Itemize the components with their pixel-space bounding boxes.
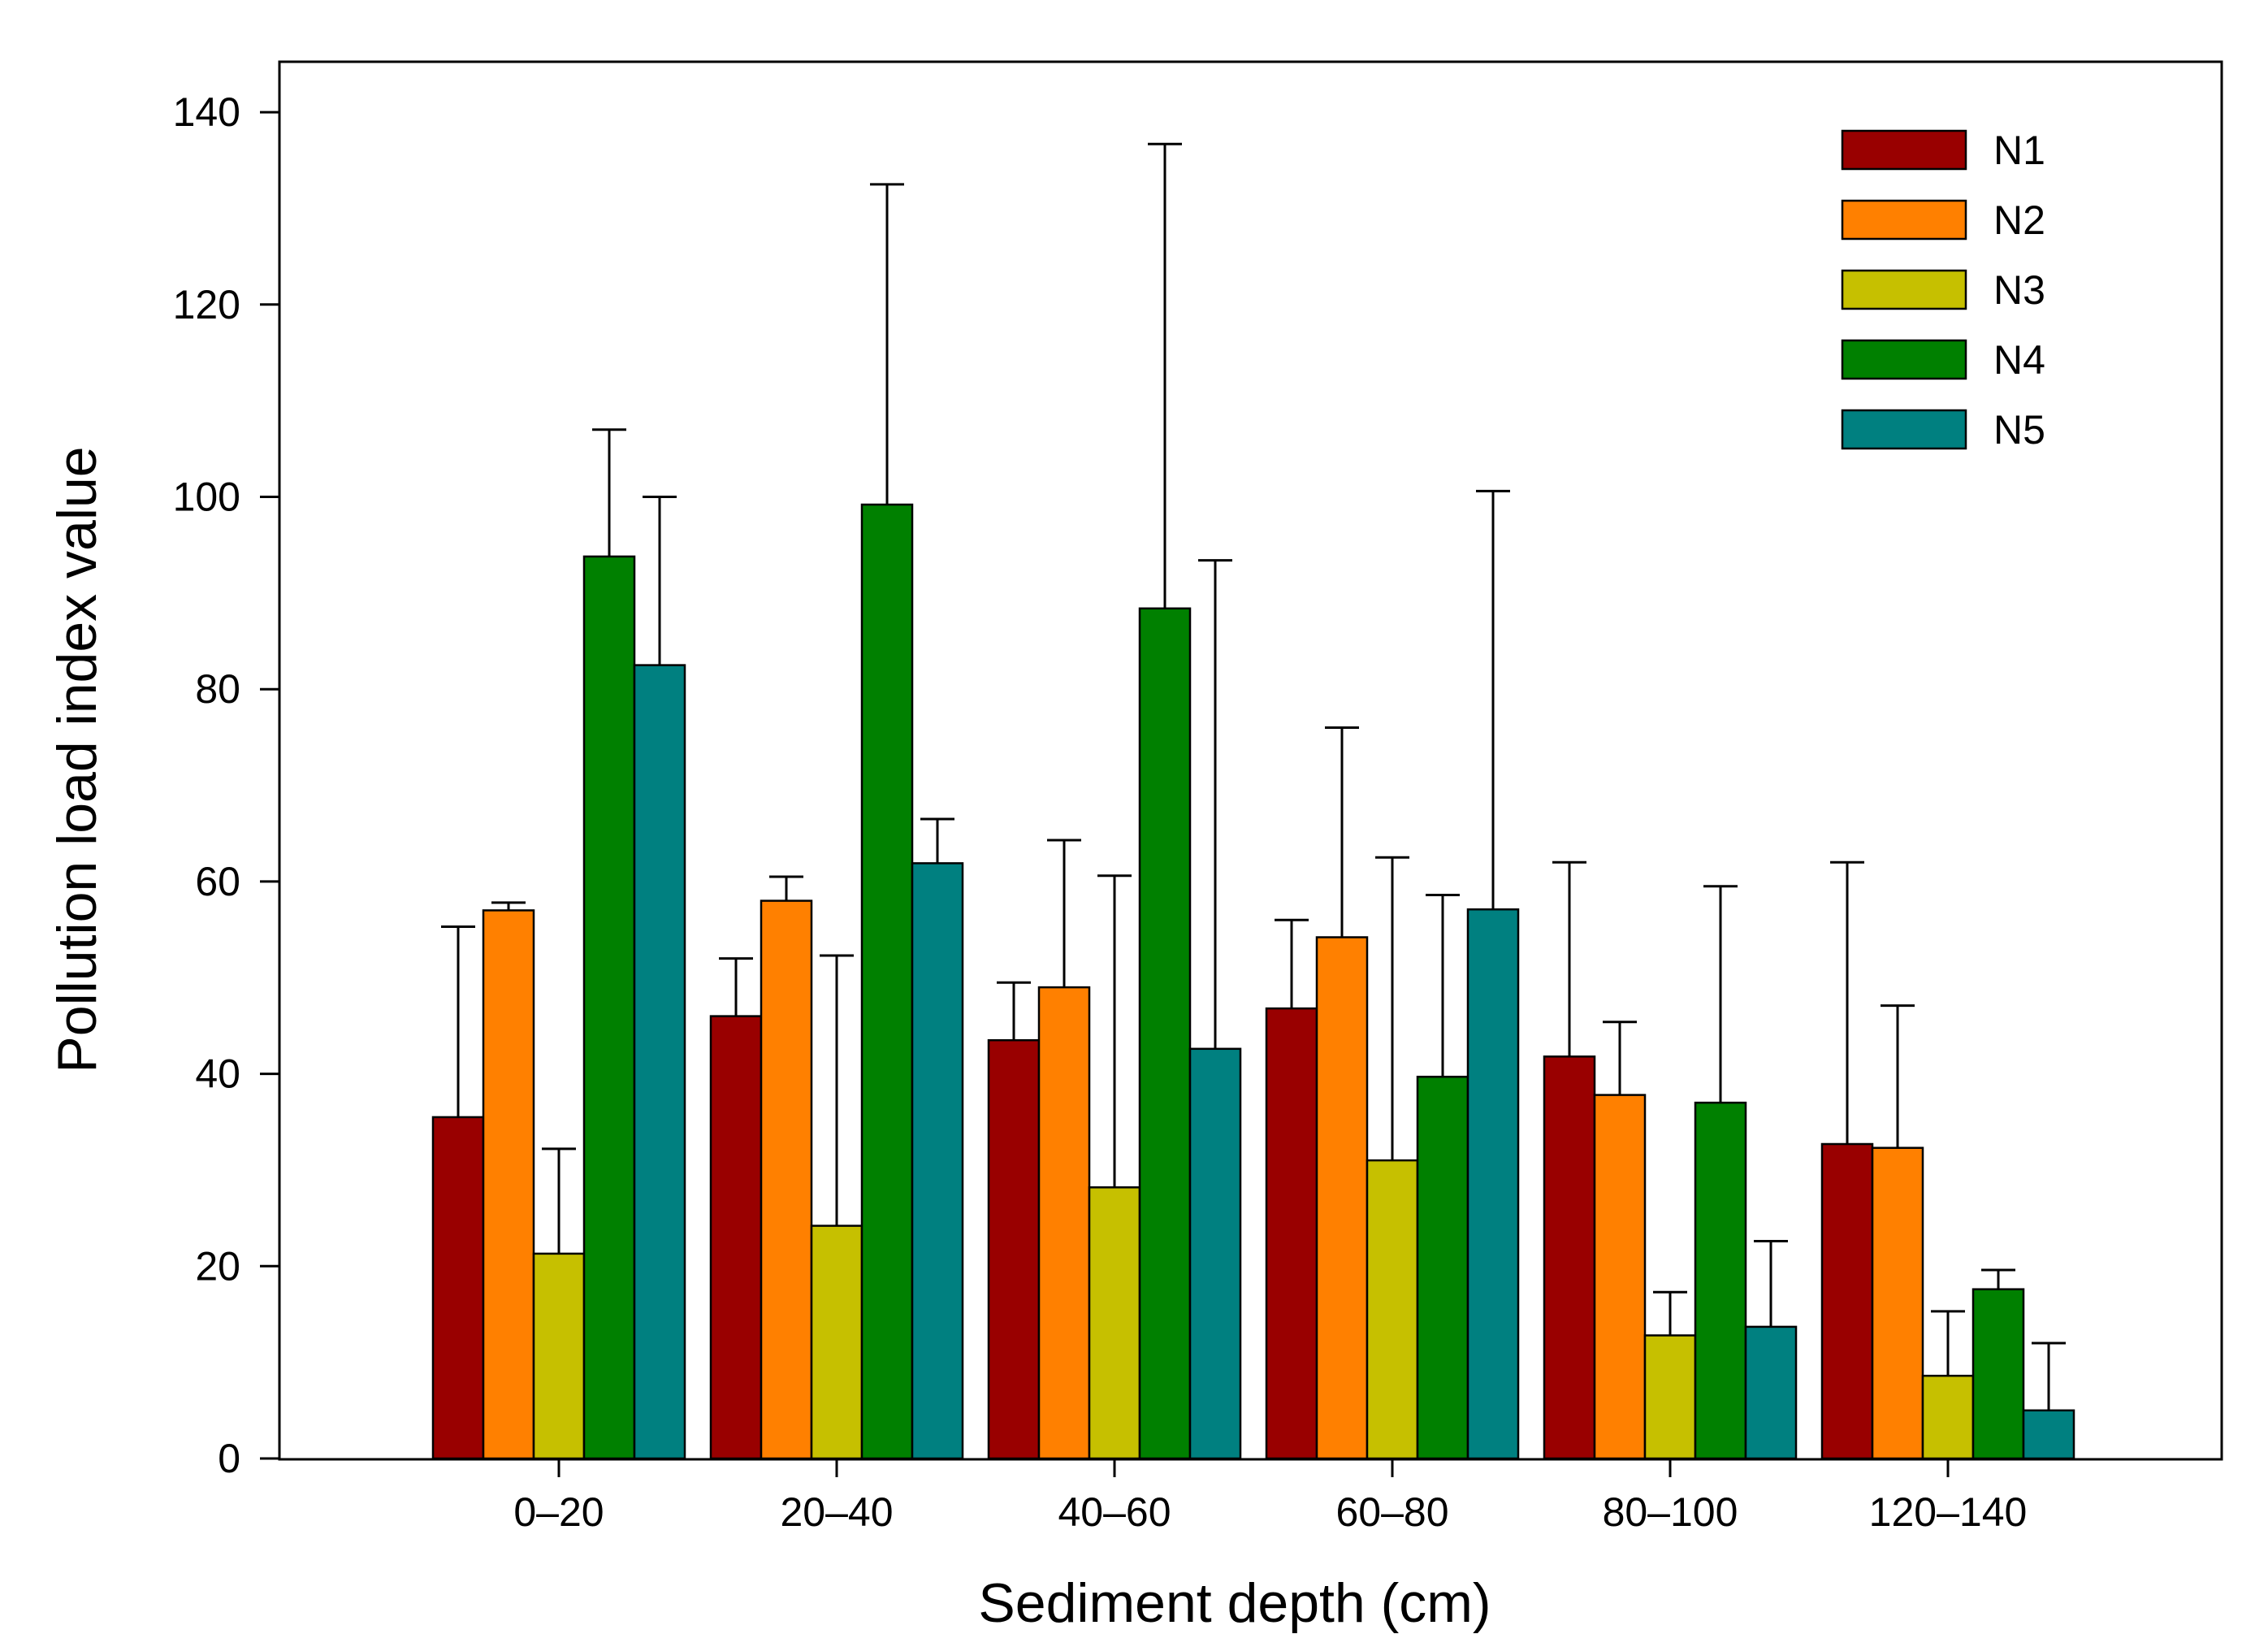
bar-n4-4 <box>1416 1075 1469 1460</box>
bar-n2-6 <box>1871 1146 1924 1460</box>
bar-n1-5 <box>1543 1055 1596 1460</box>
y-tick-label: 120 <box>173 282 240 327</box>
legend-item-n2: N2 <box>1841 197 2045 243</box>
y-tick-label: 40 <box>195 1051 240 1097</box>
y-tick-label: 140 <box>173 89 240 135</box>
y-tick-label: 60 <box>195 859 240 904</box>
legend-label: N1 <box>1993 128 2045 173</box>
bar-n1-4 <box>1265 1007 1318 1460</box>
y-axis-title: Pollution load index value <box>46 446 108 1073</box>
bar-n5-2 <box>911 862 964 1460</box>
x-tick-label: 0–20 <box>513 1489 604 1535</box>
legend-label: N4 <box>1993 337 2045 383</box>
legend-label: N3 <box>1993 267 2045 313</box>
bar-n4-2 <box>860 503 914 1460</box>
x-tick-label: 120–140 <box>1869 1489 2028 1535</box>
bar-n3-1 <box>532 1252 586 1460</box>
x-tick-label: 20–40 <box>780 1489 893 1535</box>
legend-item-n4: N4 <box>1841 337 2045 383</box>
bars-layer <box>431 503 2075 1460</box>
bar-n3-2 <box>810 1224 863 1460</box>
bar-n4-1 <box>582 555 636 1460</box>
legend-swatch <box>1841 129 1967 171</box>
legend-item-n1: N1 <box>1841 128 2045 173</box>
bar-n3-6 <box>1921 1374 1975 1460</box>
legend-label: N2 <box>1993 197 2045 243</box>
legend-swatch <box>1841 269 1967 310</box>
x-axis-title: Sediment depth (cm) <box>978 1572 1491 1634</box>
bar-n3-4 <box>1366 1159 1419 1460</box>
bar-n2-2 <box>760 899 813 1460</box>
bar-n2-3 <box>1037 986 1091 1460</box>
bar-n4-5 <box>1694 1101 1747 1460</box>
bar-n4-6 <box>1972 1288 2025 1460</box>
x-axis-ticks: 0–20 20–40 40–60 60–80 80–100 120–140 <box>513 1459 2027 1535</box>
legend-swatch <box>1841 339 1967 380</box>
legend-label: N5 <box>1993 407 2045 453</box>
bar-n5-3 <box>1188 1047 1242 1460</box>
bar-n3-3 <box>1088 1186 1141 1460</box>
legend-swatch <box>1841 199 1967 241</box>
bar-n2-5 <box>1593 1094 1647 1460</box>
legend: N1 N2 N3 N4 N5 <box>1841 128 2045 453</box>
bar-n4-3 <box>1138 607 1192 1460</box>
bar-n2-1 <box>482 909 535 1460</box>
bar-n1-1 <box>431 1116 485 1460</box>
bar-n1-6 <box>1820 1142 1874 1460</box>
y-tick-label: 80 <box>195 666 240 712</box>
bar-n5-6 <box>2022 1409 2075 1460</box>
legend-swatch <box>1841 409 1967 450</box>
x-tick-label: 40–60 <box>1058 1489 1171 1535</box>
bar-n5-4 <box>1466 908 1520 1460</box>
legend-item-n3: N3 <box>1841 267 2045 313</box>
y-tick-label: 100 <box>173 475 240 520</box>
y-axis-ticks: 0 20 40 60 80 100 120 140 <box>173 89 279 1481</box>
bar-n3-5 <box>1643 1334 1697 1460</box>
bar-n2-4 <box>1315 936 1369 1460</box>
plot-area-frame <box>278 60 2223 1461</box>
error-bars-layer <box>441 142 2066 1411</box>
bar-n5-5 <box>1744 1325 1798 1460</box>
bar-n1-3 <box>987 1038 1041 1460</box>
legend-item-n5: N5 <box>1841 407 2045 453</box>
bar-n5-1 <box>633 664 686 1460</box>
y-tick-label: 0 <box>218 1436 240 1481</box>
x-tick-label: 60–80 <box>1335 1489 1448 1535</box>
x-tick-label: 80–100 <box>1603 1489 1738 1535</box>
y-tick-label: 20 <box>195 1243 240 1289</box>
bar-n1-2 <box>709 1015 763 1460</box>
